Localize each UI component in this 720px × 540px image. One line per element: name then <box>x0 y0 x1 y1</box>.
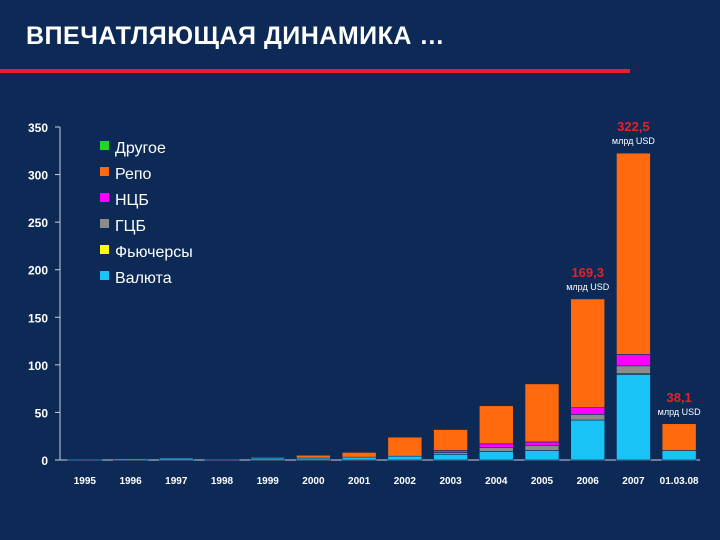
total-unit-label: млрд USD <box>566 282 609 292</box>
bar-segment-НЦБ <box>616 354 651 367</box>
bar-segment-Валюта <box>204 458 240 461</box>
x-tick-label: 2002 <box>394 476 417 487</box>
bar-segment-НЦБ <box>570 407 606 415</box>
bar-segment-Репо <box>570 298 606 408</box>
bar-segment-ГЦБ <box>478 447 514 452</box>
legend-label: Репо <box>115 166 152 183</box>
slide-title: ВПЕЧАТЛЯЮЩАЯ ДИНАМИКА … <box>26 22 445 50</box>
y-tick-label: 300 <box>28 169 48 183</box>
bar-segment-ГЦБ <box>570 414 606 421</box>
x-tick-label: 1997 <box>165 476 188 487</box>
legend-label: ГЦБ <box>115 218 146 235</box>
total-unit-label: млрд USD <box>658 407 701 417</box>
bar-segment-Репо <box>478 405 514 445</box>
bar-segment-Репо <box>616 152 651 355</box>
legend-label: Другое <box>115 140 166 157</box>
x-tick-label: 2003 <box>439 476 462 487</box>
bar-segment-Репо <box>661 423 697 451</box>
y-tick-label: 50 <box>35 406 49 420</box>
y-tick-label: 0 <box>41 454 48 468</box>
bar-segment-Валюта <box>67 458 103 461</box>
bar-segment-Репо <box>158 457 194 459</box>
x-tick-label: 1999 <box>257 476 280 487</box>
legend-swatch <box>100 271 109 280</box>
bar-segment-Валюта <box>341 456 377 461</box>
bar-segment-ГЦБ <box>616 365 651 374</box>
x-tick-label: 1995 <box>74 476 97 487</box>
x-tick-label: 01.03.08 <box>660 476 699 487</box>
y-tick-label: 250 <box>28 216 48 230</box>
bar-segment-Валюта <box>570 419 606 461</box>
total-value-label: 322,5 <box>617 119 650 134</box>
bar-segment-Валюта <box>387 455 423 461</box>
bar-segment-Репо <box>387 436 423 457</box>
bar-segment-Валюта <box>524 450 560 461</box>
legend-swatch <box>100 219 109 228</box>
total-value-label: 169,3 <box>571 265 604 280</box>
bar-segment-Репо <box>433 429 468 451</box>
x-tick-label: 2005 <box>531 476 554 487</box>
y-tick-label: 200 <box>28 264 48 278</box>
bar-segment-Валюта <box>616 374 651 461</box>
title-underline <box>0 69 630 73</box>
legend-label: Фьючерсы <box>115 244 193 261</box>
legend-swatch <box>100 167 109 176</box>
bar-segment-Валюта <box>433 453 468 461</box>
bar-segment-НЦБ <box>524 441 560 447</box>
bar-segment-Валюта <box>478 451 514 461</box>
bar-segment-Валюта <box>661 450 697 461</box>
total-unit-label: млрд USD <box>612 136 655 146</box>
bar-segment-Репо <box>524 383 560 443</box>
legend-swatch <box>100 245 109 254</box>
x-tick-label: 2004 <box>485 476 508 487</box>
bar-segment-НЦБ <box>478 443 514 448</box>
x-tick-label: 2001 <box>348 476 371 487</box>
bar-segment-Репо <box>250 456 286 459</box>
legend-label: НЦБ <box>115 192 149 209</box>
x-tick-label: 2000 <box>302 476 325 487</box>
bar-segment-Репо <box>113 457 148 459</box>
y-tick-label: 350 <box>28 121 48 135</box>
bar-segment-Репо <box>296 454 331 459</box>
bar-segment-Репо <box>341 452 377 458</box>
legend-swatch <box>100 141 109 150</box>
legend-swatch <box>100 193 109 202</box>
y-tick-label: 100 <box>28 359 48 373</box>
x-tick-label: 2006 <box>577 476 600 487</box>
y-tick-label: 150 <box>28 311 48 325</box>
legend-label: Валюта <box>115 270 172 287</box>
x-tick-label: 2007 <box>622 476 645 487</box>
total-value-label: 38,1 <box>666 390 691 405</box>
bar-segment-ГЦБ <box>524 445 560 451</box>
x-tick-label: 1996 <box>119 476 142 487</box>
x-tick-label: 1998 <box>211 476 234 487</box>
